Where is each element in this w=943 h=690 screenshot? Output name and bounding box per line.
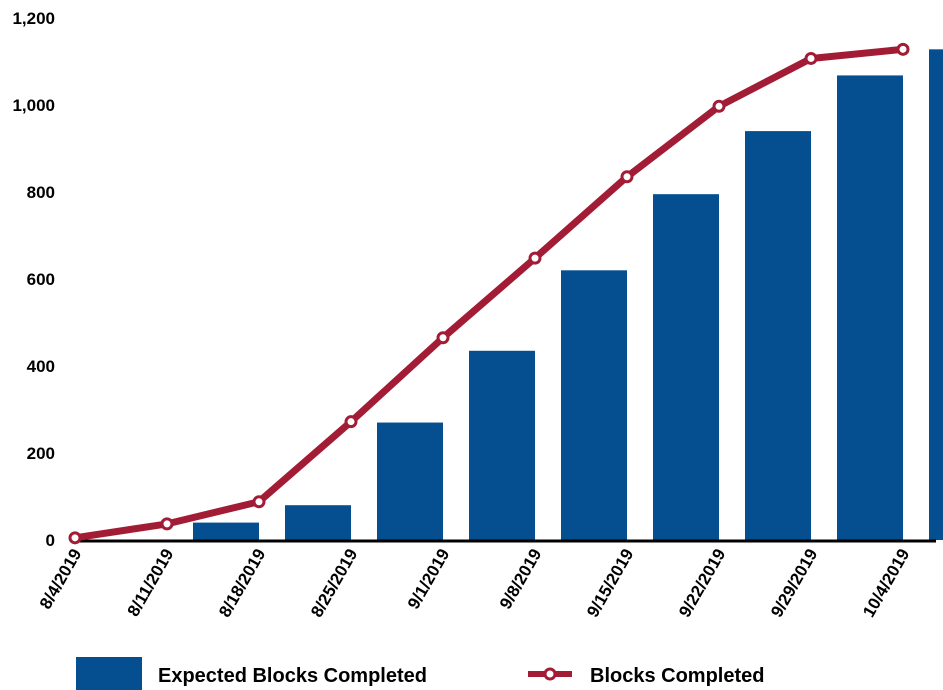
y-tick-label: 800	[27, 183, 55, 202]
legend-swatch-expected	[76, 657, 142, 690]
line-point-blocks-completed	[712, 99, 726, 113]
legend-label-completed: Blocks Completed	[590, 665, 764, 687]
line-point-blocks-completed	[804, 51, 818, 65]
legend-marker-completed	[543, 667, 557, 681]
x-tick-label: 8/4/2019	[36, 546, 86, 613]
legend-label-expected: Expected Blocks Completed	[158, 665, 427, 687]
line-point-blocks-completed	[528, 251, 542, 265]
bar-expected	[469, 350, 535, 540]
x-tick-label: 9/1/2019	[404, 546, 454, 613]
bar-expected	[837, 75, 903, 541]
bar-expected	[929, 49, 943, 540]
line-point-blocks-completed	[620, 170, 634, 184]
line-series	[68, 42, 910, 545]
y-tick-label: 200	[27, 444, 55, 463]
bar-expected	[377, 422, 443, 540]
bar-expected	[193, 522, 259, 540]
y-tick-label: 1,200	[12, 9, 55, 28]
x-tick-label: 8/18/2019	[215, 546, 269, 621]
y-tick-label: 1,000	[12, 96, 55, 115]
y-tick-label: 600	[27, 270, 55, 289]
line-blocks-completed	[71, 45, 907, 542]
line-point-blocks-completed	[344, 415, 358, 429]
x-tick-label: 8/25/2019	[307, 546, 361, 621]
bar-expected	[745, 131, 811, 540]
line-point-blocks-completed	[896, 42, 910, 56]
bar-expected	[285, 505, 351, 540]
bar-expected	[561, 270, 627, 540]
line-point-blocks-completed	[436, 331, 450, 345]
y-tick-label: 400	[27, 357, 55, 376]
x-tick-label: 9/8/2019	[496, 546, 546, 613]
legend: Expected Blocks Completed Blocks Complet…	[76, 657, 764, 690]
line-point-blocks-completed	[68, 531, 82, 545]
x-axis-ticks: 8/4/2019 8/11/2019 8/18/2019 8/25/2019 9/1/2…	[36, 546, 914, 621]
x-tick-label: 10/4/2019	[859, 546, 913, 621]
bar-series	[193, 49, 943, 541]
x-tick-label: 9/29/2019	[767, 546, 821, 621]
line-point-blocks-completed	[160, 517, 174, 531]
y-tick-label: 0	[46, 531, 55, 550]
line-point-blocks-completed	[252, 495, 266, 509]
x-tick-label: 8/11/2019	[124, 546, 178, 620]
x-tick-label: 9/22/2019	[675, 546, 729, 621]
bar-expected	[653, 194, 719, 541]
y-axis-ticks: 0 200 400 600 800 1,000 1,200	[12, 9, 55, 550]
x-tick-label: 9/15/2019	[583, 546, 637, 621]
